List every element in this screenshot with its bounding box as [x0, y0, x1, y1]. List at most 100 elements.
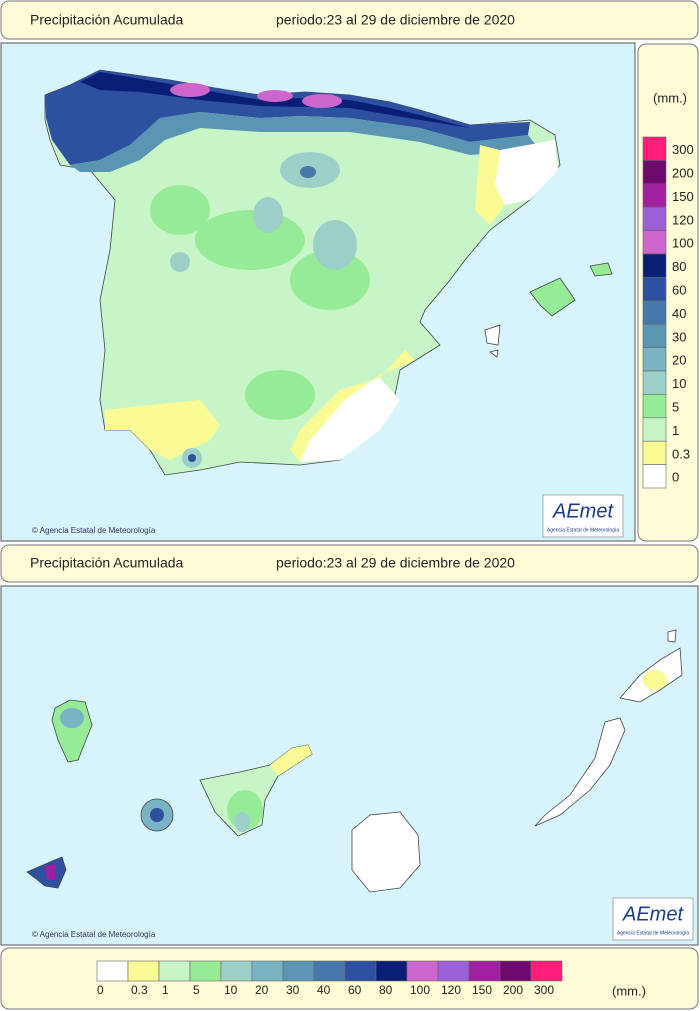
- logo-box: [542, 494, 624, 538]
- legend-label: 300: [534, 983, 554, 997]
- legend-swatch: [127, 960, 160, 982]
- gran-canaria: [351, 811, 421, 893]
- rain-patch: [253, 197, 283, 233]
- canarias-map: [26, 629, 683, 893]
- rain-patch: [245, 370, 315, 420]
- legend-unit: (mm.): [612, 983, 646, 998]
- rain-patch: [290, 250, 370, 310]
- legend-swatch: [251, 960, 284, 982]
- legend-label: 5: [672, 400, 679, 415]
- dry-northeast: [495, 140, 558, 205]
- legend-label: 20: [672, 353, 686, 368]
- legend-label: 5: [193, 983, 200, 997]
- legend-swatch: [642, 323, 667, 348]
- legend-swatch: [642, 417, 667, 442]
- map-credit: © Agencia Estatal de Meteorología: [32, 526, 156, 535]
- legend-swatch: [642, 440, 667, 465]
- legend-swatch: [158, 960, 191, 982]
- legend-swatch: [642, 347, 667, 372]
- legend-label: 300: [672, 142, 694, 157]
- mallorca: [529, 277, 576, 317]
- purple-patch: [257, 90, 293, 102]
- legend-swatch: [344, 960, 377, 982]
- rain-patch: [60, 708, 84, 728]
- legend-label: 80: [672, 259, 686, 274]
- legend-swatch: [642, 370, 667, 395]
- legend-swatch: [468, 960, 501, 982]
- legend-swatch: [642, 206, 667, 231]
- legend-swatch: [375, 960, 408, 982]
- legend-swatch: [282, 960, 315, 982]
- legend-label: 0.3: [131, 983, 148, 997]
- logo-subtitle: Agencia Estatal de Meteorología: [547, 527, 619, 533]
- formentera: [489, 349, 499, 358]
- header-panel: [0, 0, 699, 40]
- la-graciosa: [667, 629, 677, 643]
- rain-patch: [150, 808, 164, 822]
- legend-label: 150: [472, 983, 492, 997]
- dry-patch: [270, 745, 312, 776]
- legend-label: 1: [672, 423, 679, 438]
- legend-swatch: [220, 960, 253, 982]
- dry-ne-edge: [475, 145, 505, 225]
- logo: AEmet: [552, 500, 614, 522]
- legend-label: 100: [672, 236, 694, 251]
- dry-southeast: [300, 378, 400, 462]
- legend-swatch: [530, 960, 563, 982]
- menorca: [589, 262, 613, 277]
- rain-patch: [313, 220, 357, 270]
- legend-label: 1: [162, 983, 169, 997]
- legend-label: 10: [224, 983, 238, 997]
- legend-swatch: [642, 300, 667, 325]
- sea: [0, 585, 699, 946]
- legend-label: 100: [410, 983, 430, 997]
- legend-swatch: [642, 230, 667, 255]
- peninsula-map: [44, 69, 613, 476]
- legend-label: 120: [672, 212, 694, 227]
- legend-label: 0: [672, 470, 679, 485]
- logo-subtitle: Agencia Estatal de Meteorología: [617, 930, 689, 936]
- header-title: Precipitación Acumulada: [30, 12, 184, 28]
- legend-swatch: [642, 464, 667, 489]
- dry-patch: [643, 670, 667, 690]
- legend-label: 150: [672, 189, 694, 204]
- header-title: Precipitación Acumulada: [30, 555, 184, 571]
- legend-label: 30: [286, 983, 300, 997]
- legend-swatch: [406, 960, 439, 982]
- dry-south-edge: [105, 400, 220, 460]
- dry-se-edge: [290, 350, 415, 462]
- legend-unit: (mm.): [653, 90, 687, 105]
- legend-label: 20: [255, 983, 269, 997]
- legend-swatch: [642, 183, 667, 208]
- header-period: periodo:23 al 29 de diciembre de 2020: [276, 555, 515, 571]
- legend-label: 80: [379, 983, 393, 997]
- fuerteventura: [534, 717, 626, 827]
- legend-label: 30: [672, 329, 686, 344]
- legend-swatch: [189, 960, 222, 982]
- map-credit: © Agencia Estatal de Meteorología: [32, 930, 156, 939]
- rain-patch: [188, 454, 196, 462]
- legend-swatch: [642, 160, 667, 185]
- rain-patch: [300, 166, 316, 178]
- legend-swatch: [96, 960, 129, 982]
- bottom-legend: 0 0.3 1 5 10 20 30 40 60 80 100 120 150 200 300: [96, 960, 563, 997]
- purple-patch: [302, 94, 342, 108]
- side-legend: 300 200 150 120 100 80 60 40 30 20 10 5 1 0.3 0: [642, 136, 694, 489]
- purple-patch: [170, 83, 210, 97]
- rain-patch: [45, 864, 56, 880]
- rain-patch: [150, 185, 210, 235]
- logo-box: [612, 897, 694, 941]
- legend-label: 200: [672, 166, 694, 181]
- rain-patch: [170, 252, 190, 272]
- rain-patch: [195, 210, 305, 270]
- legend-swatch: [642, 253, 667, 278]
- legend-label: 0: [97, 983, 104, 997]
- logo: AEmet: [622, 903, 684, 925]
- legend-swatch: [499, 960, 532, 982]
- north-band-edge: [70, 112, 540, 172]
- legend-label: 40: [317, 983, 331, 997]
- legend-swatch: [642, 277, 667, 302]
- header-panel: [0, 544, 699, 583]
- legend-label: 0.3: [672, 446, 690, 461]
